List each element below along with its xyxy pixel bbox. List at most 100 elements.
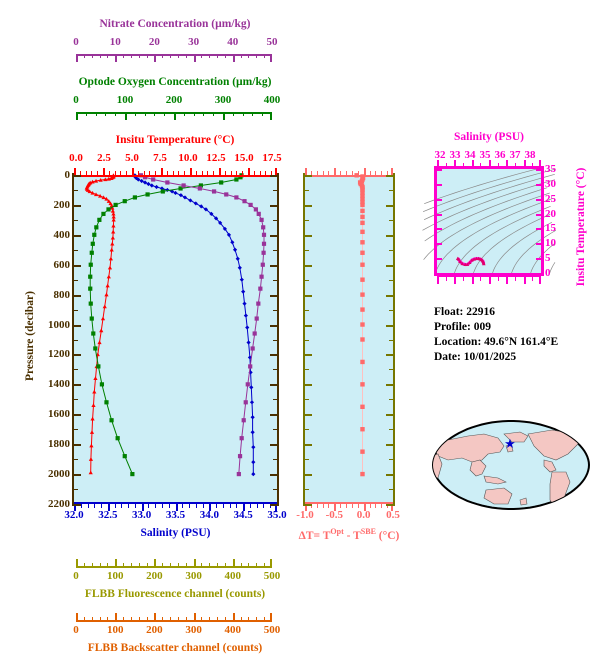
data-point: [90, 241, 95, 246]
data-point: [173, 190, 178, 196]
minor-tick: [252, 112, 253, 116]
tick-label: 5: [545, 252, 551, 265]
data-point: [97, 340, 102, 345]
minor-tick: [241, 617, 242, 621]
tick-label: -1.0: [296, 509, 314, 521]
axis-bar: [76, 620, 272, 622]
tick-label: 1200: [48, 348, 70, 361]
minor-tick: [262, 112, 263, 116]
minor-tick: [352, 504, 353, 508]
major-tick: [174, 112, 176, 120]
minor-tick: [264, 563, 265, 567]
major-tick: [74, 168, 76, 175]
data-point: [234, 195, 239, 200]
y-major-tick: [437, 273, 442, 275]
ts-diagram-plot[interactable]: [422, 160, 557, 284]
major-tick: [176, 504, 178, 511]
minor-tick: [105, 112, 106, 116]
data-point: [109, 176, 114, 180]
data-point: [209, 211, 214, 216]
delta-t-label-post: (°C): [375, 529, 400, 542]
minor-tick: [121, 504, 122, 508]
minor-tick: [173, 171, 174, 175]
data-point: [360, 382, 365, 387]
y-major-tick: [536, 258, 541, 260]
minor-tick: [100, 617, 101, 621]
y-minor-tick: [389, 489, 393, 490]
y-minor-tick: [74, 340, 78, 341]
main-profile-plot[interactable]: [72, 168, 279, 511]
minor-tick: [131, 563, 132, 567]
data-point: [460, 261, 465, 266]
minor-tick: [242, 171, 243, 175]
major-tick: [154, 54, 156, 62]
data-point: [97, 217, 102, 222]
minor-tick: [155, 504, 156, 508]
y-major-tick: [305, 235, 312, 237]
data-point: [104, 292, 109, 297]
major-tick: [161, 168, 163, 175]
tick-label: 200: [53, 198, 71, 211]
data-point: [103, 177, 108, 182]
major-tick: [275, 504, 277, 511]
data-point: [248, 202, 253, 208]
data-point: [99, 382, 105, 387]
y-major-tick: [305, 444, 312, 446]
data-point: [106, 199, 111, 203]
y-minor-tick: [273, 489, 277, 490]
minor-tick: [323, 171, 324, 175]
minor-tick: [147, 54, 148, 58]
data-point: [360, 214, 365, 220]
data-point: [87, 189, 92, 194]
data-point: [245, 325, 250, 330]
minor-tick: [123, 617, 124, 621]
y-major-tick: [270, 384, 277, 386]
minor-tick: [138, 171, 139, 175]
tick-label: 0: [73, 570, 79, 582]
ts-frame: [434, 166, 544, 276]
minor-tick: [236, 171, 237, 175]
minor-tick: [186, 54, 187, 58]
minor-tick: [194, 112, 195, 116]
y-major-tick: [437, 214, 442, 216]
minor-tick: [230, 504, 231, 508]
y-major-tick: [437, 258, 442, 260]
data-point: [230, 240, 235, 245]
delta-temperature-plot[interactable]: [303, 168, 395, 511]
y-major-tick: [536, 228, 541, 230]
data-point: [249, 385, 254, 390]
y-major-tick: [305, 265, 312, 267]
y-minor-tick: [273, 190, 277, 191]
minor-tick: [149, 171, 150, 175]
minor-tick: [92, 563, 93, 567]
major-tick: [76, 112, 78, 120]
profile-info-row: Profile: 009: [434, 320, 558, 335]
tick-label: 300: [185, 570, 202, 582]
minor-tick: [139, 563, 140, 567]
ts-salinity-tick-labels: 32 33 34 35 36 37 38: [425, 149, 553, 163]
fluorescence-axis-ruler: [76, 559, 272, 568]
location-value: 49.6°N 161.4°E: [484, 336, 559, 348]
minor-tick: [256, 563, 257, 567]
data-point: [360, 449, 365, 454]
data-point: [102, 304, 107, 309]
profile-label: Profile:: [434, 321, 471, 333]
data-point: [198, 183, 203, 188]
date-label: Date:: [434, 351, 461, 363]
minor-tick: [81, 504, 82, 508]
trace-line: [140, 174, 265, 475]
y-minor-tick: [389, 429, 393, 430]
tick-label: 33: [449, 149, 461, 161]
minor-tick: [256, 54, 257, 58]
tick-label: 25: [545, 192, 556, 205]
data-point: [237, 454, 243, 459]
y-major-tick: [386, 235, 393, 237]
data-point: [248, 364, 253, 369]
minor-tick: [147, 563, 148, 567]
nitrate-tick-labels: 0 10 20 30 40 50: [60, 36, 290, 50]
major-tick: [209, 504, 211, 511]
major-tick: [74, 504, 76, 511]
y-major-tick: [270, 235, 277, 237]
minor-tick: [126, 171, 127, 175]
tick-label: 200: [165, 94, 183, 106]
